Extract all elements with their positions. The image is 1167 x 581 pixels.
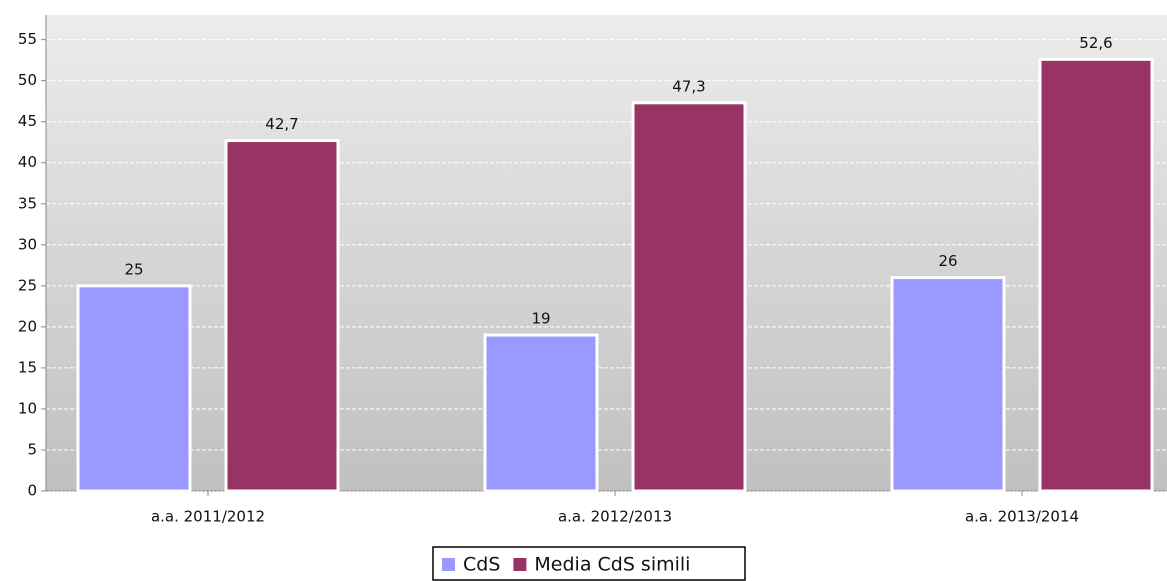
bar — [890, 276, 1006, 493]
value-label: 26 — [938, 252, 957, 270]
value-label: 25 — [124, 260, 143, 278]
y-tick-label: 30 — [18, 235, 37, 253]
bar — [483, 333, 599, 493]
y-tick-label: 0 — [27, 482, 37, 500]
y-tick-label: 50 — [18, 71, 37, 89]
y-tick-label: 5 — [27, 440, 37, 458]
x-tick-label: a.a. 2012/2013 — [558, 508, 672, 526]
legend-swatch — [513, 558, 527, 571]
value-label: 19 — [531, 310, 550, 328]
y-tick-label: 35 — [18, 194, 37, 212]
y-tick-label: 45 — [18, 112, 37, 130]
y-tick-label: 15 — [18, 358, 37, 376]
y-tick-label: 20 — [18, 317, 37, 335]
x-tick-label: a.a. 2011/2012 — [151, 508, 265, 526]
legend-label: Media CdS simili — [534, 554, 690, 576]
bar — [76, 284, 192, 493]
value-label: 52,6 — [1079, 34, 1112, 52]
legend-box — [432, 546, 746, 581]
bar — [631, 101, 747, 493]
y-tick-label: 25 — [18, 276, 37, 294]
bar — [1038, 57, 1154, 493]
bar — [224, 139, 340, 493]
legend-swatch — [442, 558, 455, 571]
y-tick-label: 40 — [18, 153, 37, 171]
legend-label: CdS — [463, 554, 500, 576]
y-tick-label: 55 — [18, 30, 37, 48]
value-label: 47,3 — [672, 77, 705, 95]
x-tick-label: a.a. 2013/2014 — [965, 508, 1079, 526]
y-tick-label: 10 — [18, 399, 37, 417]
value-label: 42,7 — [265, 115, 298, 133]
